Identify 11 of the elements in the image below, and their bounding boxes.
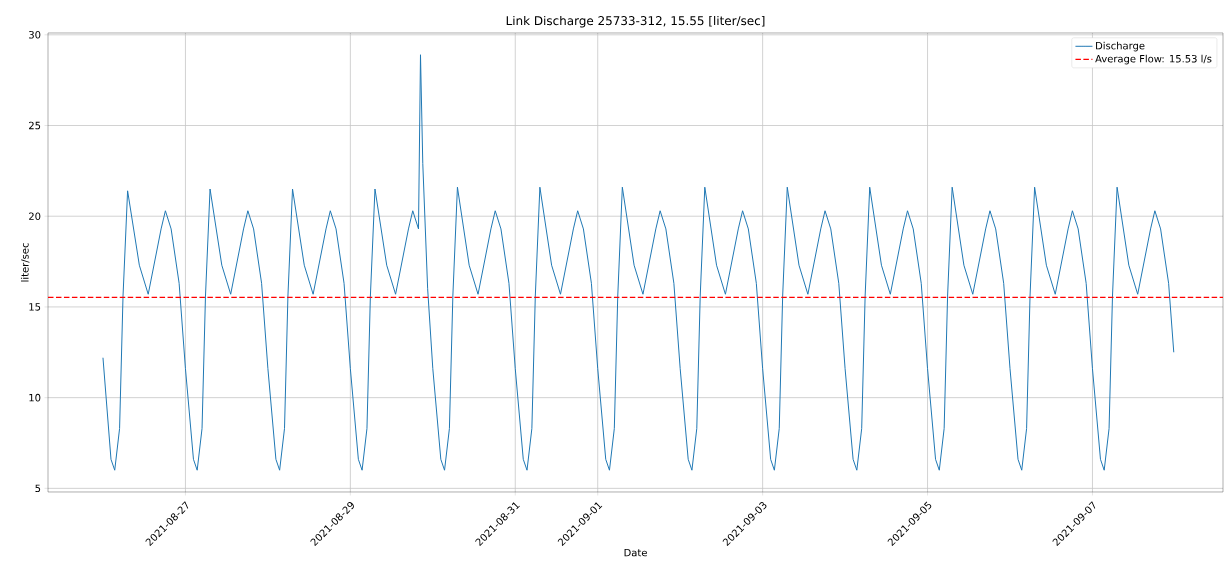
legend-label: Average Flow: 15.53 l/s bbox=[1095, 54, 1212, 65]
y-tick-label: 10 bbox=[29, 393, 41, 402]
y-axis-title: liter/sec bbox=[20, 243, 30, 282]
y-tick-label: 15 bbox=[29, 303, 41, 311]
y-tick-label: 20 bbox=[29, 212, 41, 220]
y-tick-label: 25 bbox=[29, 121, 41, 130]
x-axis-title: Date bbox=[624, 548, 647, 557]
chart-title: Link Discharge 25733-312, 15.55 [liter/sec] bbox=[506, 15, 765, 28]
legend-label: Discharge bbox=[1096, 41, 1145, 52]
y-tick-label: 30 bbox=[29, 31, 41, 39]
y-tick-label: 5 bbox=[35, 484, 41, 493]
